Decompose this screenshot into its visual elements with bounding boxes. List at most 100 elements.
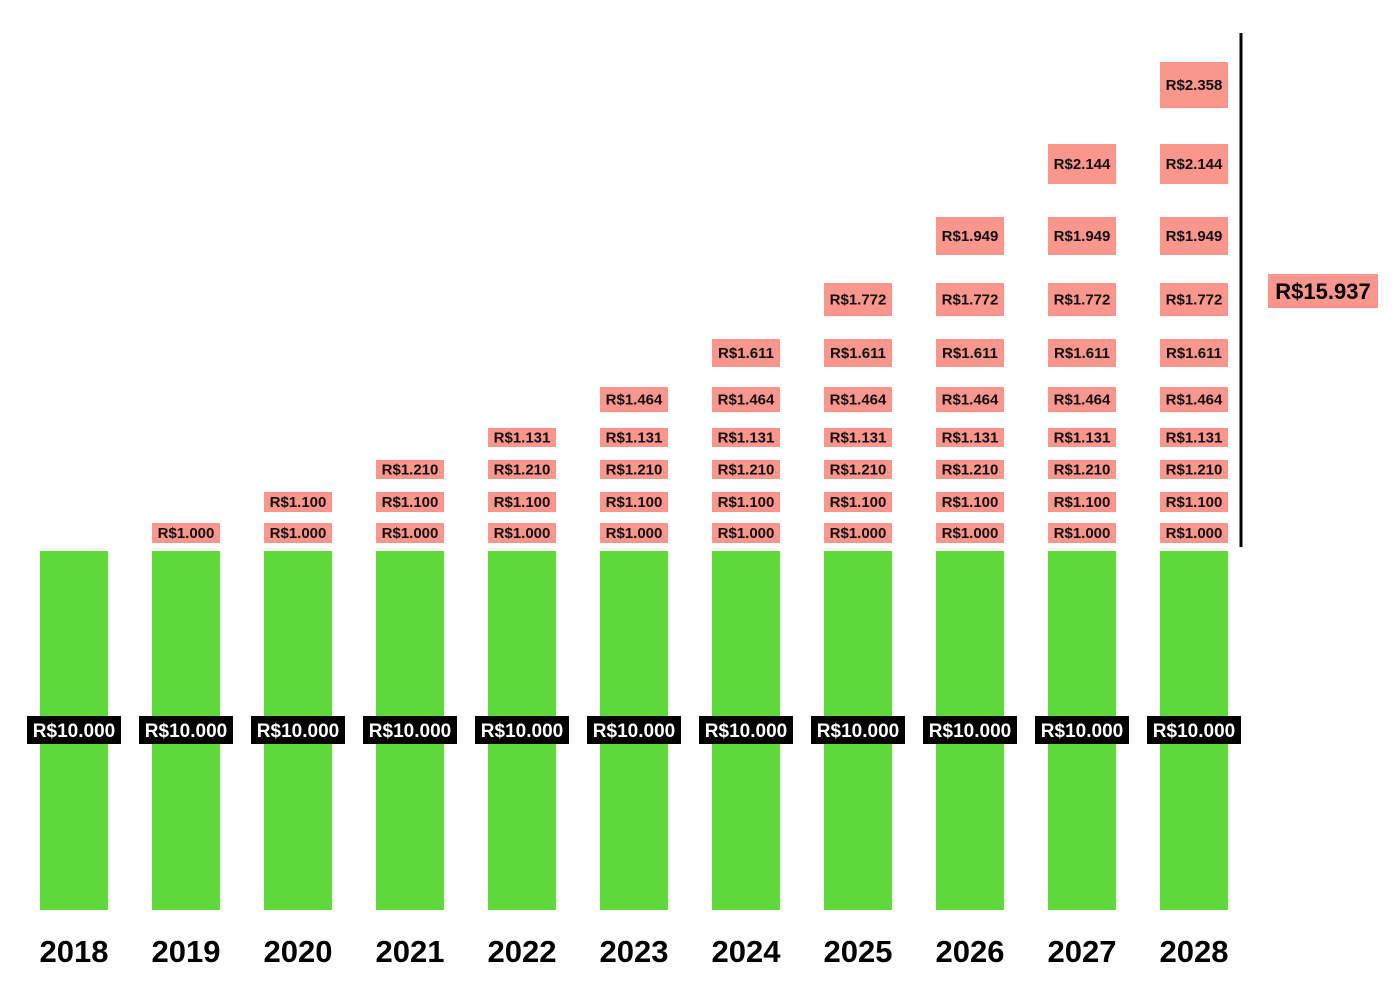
interest-label-2023-2: R$1.100 (606, 494, 663, 511)
interest-box-2025-5 (824, 387, 892, 412)
interest-label-2020-1: R$1.000 (270, 525, 327, 542)
interest-box-2025-4 (824, 428, 892, 447)
interest-label-2027-3: R$1.210 (1054, 462, 1111, 479)
interest-box-2024-4 (712, 428, 780, 447)
interest-box-2023-4 (600, 428, 668, 447)
interest-label-2024-5: R$1.464 (718, 392, 775, 409)
interest-label-2024-1: R$1.000 (718, 525, 775, 542)
year-label-2020: 2020 (264, 934, 333, 969)
interest-box-2027-5 (1048, 387, 1116, 412)
year-label-2023: 2023 (600, 934, 669, 969)
interest-label-2020-2: R$1.100 (270, 494, 327, 511)
interest-box-2022-3 (488, 460, 556, 479)
interest-label-2023-4: R$1.131 (606, 430, 663, 447)
interest-box-2026-6 (936, 339, 1004, 367)
interest-box-2027-8 (1048, 217, 1116, 255)
interest-box-2020-1 (264, 523, 332, 543)
interest-label-2027-4: R$1.131 (1054, 430, 1111, 447)
interest-box-2028-10 (1160, 62, 1228, 108)
interest-box-2024-1 (712, 523, 780, 543)
interest-label-2028-7: R$1.772 (1166, 292, 1223, 309)
interest-label-2021-3: R$1.210 (382, 462, 439, 479)
principal-label-bg-2021 (363, 716, 457, 744)
interest-label-2023-5: R$1.464 (606, 392, 663, 409)
interest-box-2026-3 (936, 460, 1004, 479)
interest-label-2026-4: R$1.131 (942, 430, 999, 447)
interest-box-2028-7 (1160, 283, 1228, 316)
year-label-2028: 2028 (1160, 934, 1229, 969)
interest-label-2027-7: R$1.772 (1054, 292, 1111, 309)
interest-label-2027-8: R$1.949 (1054, 228, 1111, 245)
interest-label-2021-2: R$1.100 (382, 494, 439, 511)
interest-label-2024-6: R$1.611 (718, 345, 774, 362)
interest-box-2028-1 (1160, 523, 1228, 543)
interest-label-2028-2: R$1.100 (1166, 494, 1223, 511)
interest-box-2028-9 (1160, 144, 1228, 184)
interest-label-2022-1: R$1.000 (494, 525, 551, 542)
interest-box-2022-2 (488, 492, 556, 512)
interest-box-2025-7 (824, 283, 892, 316)
principal-labels: R$10.000 R$10.000 R$10.000 R$10.000 R$10.000… (27, 716, 1241, 744)
year-labels: 2018 2019 2020 2021 2022 2023 2024 2025 2026 2027… (40, 934, 1229, 969)
year-label-2025: 2025 (824, 934, 893, 969)
interest-box-2026-2 (936, 492, 1004, 512)
interest-box-2021-1 (376, 523, 444, 543)
interest-box-2028-3 (1160, 460, 1228, 479)
total-annotation: R$15.937 (1239, 33, 1378, 547)
principal-label-2019: R$10.000 (145, 721, 227, 742)
interest-label-2027-6: R$1.611 (1054, 345, 1110, 362)
interest-box-2025-3 (824, 460, 892, 479)
interest-box-2026-7 (936, 283, 1004, 316)
interest-label-2025-2: R$1.100 (830, 494, 887, 511)
interest-box-2023-3 (600, 460, 668, 479)
interest-box-2019-1 (152, 523, 220, 543)
interest-label-2025-5: R$1.464 (830, 392, 887, 409)
interest-label-2023-1: R$1.000 (606, 525, 663, 542)
interest-label-2028-6: R$1.611 (1166, 345, 1222, 362)
interest-box-2026-5 (936, 387, 1004, 412)
interest-label-2026-5: R$1.464 (942, 392, 999, 409)
year-label-2022: 2022 (488, 934, 557, 969)
interest-label-2026-2: R$1.100 (942, 494, 999, 511)
total-label-background (1268, 274, 1378, 308)
principal-label-2023: R$10.000 (593, 721, 675, 742)
interest-box-2021-2 (376, 492, 444, 512)
year-label-2027: 2027 (1048, 934, 1117, 969)
principal-label-bg-2028 (1147, 716, 1241, 744)
principal-label-2028: R$10.000 (1153, 721, 1235, 742)
interest-label-2019-1: R$1.000 (158, 525, 215, 542)
interest-label-2022-2: R$1.100 (494, 494, 551, 511)
interest-box-2028-2 (1160, 492, 1228, 512)
interest-box-2024-6 (712, 339, 780, 367)
interest-box-2027-9 (1048, 144, 1116, 184)
interest-label-2023-3: R$1.210 (606, 462, 663, 479)
interest-label-2022-3: R$1.210 (494, 462, 551, 479)
interest-label-2026-8: R$1.949 (942, 228, 999, 245)
principal-label-bg-2027 (1035, 716, 1129, 744)
interest-label-2025-6: R$1.611 (830, 345, 886, 362)
interest-box-2025-1 (824, 523, 892, 543)
interest-label-2026-1: R$1.000 (942, 525, 999, 542)
interest-box-2028-8 (1160, 217, 1228, 255)
principal-label-2024: R$10.000 (705, 721, 787, 742)
interest-box-2026-4 (936, 428, 1004, 447)
interest-label-2026-6: R$1.611 (942, 345, 998, 362)
interest-label-2025-1: R$1.000 (830, 525, 887, 542)
interest-box-2023-2 (600, 492, 668, 512)
interest-box-2025-6 (824, 339, 892, 367)
principal-label-bg-2025 (811, 716, 905, 744)
interest-box-2024-3 (712, 460, 780, 479)
principal-label-2022: R$10.000 (481, 721, 563, 742)
interest-boxes: R$1.000 R$1.000 R$1.100 R$1.000 R$1.100 R$1.2… (152, 62, 1228, 543)
interest-label-2027-5: R$1.464 (1054, 392, 1111, 409)
interest-label-2024-2: R$1.100 (718, 494, 775, 511)
interest-box-2025-2 (824, 492, 892, 512)
interest-box-2021-3 (376, 460, 444, 479)
total-label: R$15.937 (1275, 279, 1370, 304)
principal-label-2020: R$10.000 (257, 721, 339, 742)
year-label-2018: 2018 (40, 934, 109, 969)
interest-label-2026-7: R$1.772 (942, 292, 999, 309)
principal-label-bg-2024 (699, 716, 793, 744)
principal-label-bg-2018 (27, 716, 121, 744)
